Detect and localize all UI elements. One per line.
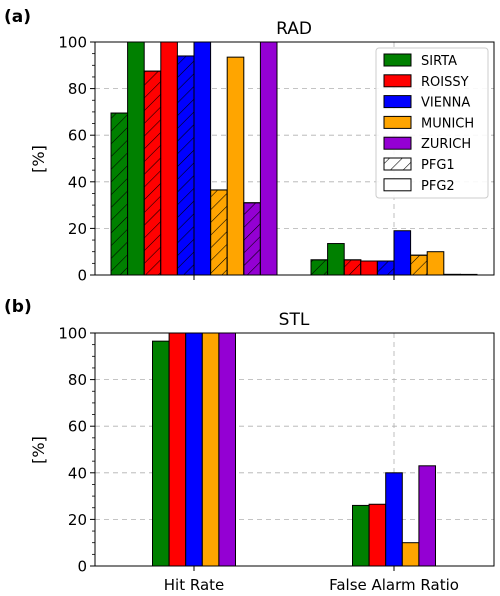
y-tick-label: 40 <box>68 173 87 191</box>
chart-title-stl: STL <box>279 310 310 330</box>
bar-vienna-pfg2-false-alarm-ratio <box>393 230 412 276</box>
legend-label: SIRTA <box>421 54 457 69</box>
y-tick-label: 100 <box>58 325 87 343</box>
legend-swatch <box>383 74 412 88</box>
plot-frame-a <box>94 41 495 276</box>
bar-vienna-pfg1-hit-rate <box>176 55 195 276</box>
bar-roissy-false-alarm-ratio <box>368 503 387 567</box>
bars-b <box>152 332 436 567</box>
legend-label: VIENNA <box>421 96 470 111</box>
legend-swatch <box>383 95 412 109</box>
bar-sirta-hit-rate <box>152 340 170 567</box>
bar-vienna-false-alarm-ratio <box>385 472 403 567</box>
panel-stl: (b) STL [%] 0 20 40 60 80 100 Hit Rate False A… <box>4 297 495 594</box>
bar-munich-pfg2-hit-rate <box>226 56 245 276</box>
y-tick-label: 80 <box>68 371 87 389</box>
x-tick-label: Hit Rate <box>164 576 225 594</box>
legend-label: PFG2 <box>421 179 455 194</box>
panel-label-a: (a) <box>4 7 31 27</box>
bar-zurich-pfg2-hit-rate <box>259 41 278 276</box>
bar-zurich-false-alarm-ratio <box>418 465 436 567</box>
bar-munich-hit-rate <box>201 332 220 567</box>
bar-vienna-pfg1-false-alarm-ratio <box>376 260 395 276</box>
x-ticks-a <box>193 275 395 280</box>
legend-items: SIRTA ROISSY VIENNA MUNICH ZURICH PFG1 PFG2 <box>383 53 474 194</box>
y-tick-label: 40 <box>68 464 87 482</box>
legend-label: PFG1 <box>421 158 455 173</box>
bar-sirta-pfg1-false-alarm-ratio <box>310 259 329 276</box>
y-tick-label: 0 <box>77 558 87 576</box>
legend: SIRTA ROISSY VIENNA MUNICH ZURICH PFG1 PFG2 <box>375 47 489 199</box>
bar-roissy-pfg1-false-alarm-ratio <box>343 259 362 276</box>
y-tick-label: 20 <box>68 220 87 238</box>
bar-zurich-hit-rate <box>218 332 236 567</box>
y-tick-label: 100 <box>58 34 87 52</box>
y-ticks-b: 0 20 40 60 80 100 <box>58 325 95 576</box>
bar-vienna-hit-rate <box>185 332 203 567</box>
legend-swatch <box>383 136 412 150</box>
bar-sirta-pfg2-hit-rate <box>127 41 145 276</box>
legend-item-zurich: ZURICH <box>383 136 471 152</box>
y-tick-label: 20 <box>68 511 87 529</box>
plot-frame-b <box>94 332 495 567</box>
bar-munich-pfg2-false-alarm-ratio <box>426 251 445 276</box>
legend-item-pfg2: PFG2 <box>383 178 455 194</box>
bar-zurich-pfg1-hit-rate <box>243 202 261 276</box>
bar-munich-false-alarm-ratio <box>401 542 420 567</box>
x-ticks-b: Hit Rate False Alarm Ratio <box>164 566 459 594</box>
y-tick-label: 60 <box>68 127 87 145</box>
bar-roissy-pfg2-hit-rate <box>160 41 178 276</box>
legend-swatch <box>383 115 412 129</box>
y-axis-label-b: [%] <box>29 436 48 464</box>
y-tick-label: 0 <box>77 267 87 285</box>
legend-swatch <box>383 178 412 192</box>
bar-munich-pfg1-hit-rate <box>210 189 228 276</box>
chart-title-rad: RAD <box>276 19 312 39</box>
y-tick-label: 60 <box>68 418 87 436</box>
bar-sirta-false-alarm-ratio <box>352 504 370 567</box>
bars-a <box>110 41 478 276</box>
bar-roissy-pfg1-hit-rate <box>143 70 162 276</box>
bar-sirta-pfg2-false-alarm-ratio <box>327 243 345 276</box>
legend-label: ZURICH <box>421 137 471 152</box>
legend-item-vienna: VIENNA <box>383 95 470 111</box>
y-axis-label-a: [%] <box>29 145 48 173</box>
bar-roissy-hit-rate <box>168 332 187 567</box>
bar-vienna-pfg2-hit-rate <box>193 41 212 276</box>
legend-item-munich: MUNICH <box>383 115 474 131</box>
legend-item-roissy: ROISSY <box>383 74 469 90</box>
y-tick-label: 80 <box>68 80 87 98</box>
legend-swatch <box>383 53 412 67</box>
bar-roissy-pfg2-false-alarm-ratio <box>360 260 378 276</box>
bar-sirta-pfg1-hit-rate <box>110 112 129 276</box>
legend-item-pfg1: PFG1 <box>383 157 455 173</box>
panel-rad: (a) RAD [%] 0 20 40 60 80 100 SIRTA ROISSY VIEN… <box>4 7 495 285</box>
legend-label: ROISSY <box>421 75 469 90</box>
bar-munich-pfg1-false-alarm-ratio <box>410 254 428 276</box>
panel-label-b: (b) <box>4 297 32 317</box>
x-tick-label: False Alarm Ratio <box>329 576 459 594</box>
y-ticks-a: 0 20 40 60 80 100 <box>58 34 95 285</box>
legend-label: MUNICH <box>421 116 474 131</box>
legend-item-sirta: SIRTA <box>383 53 457 69</box>
